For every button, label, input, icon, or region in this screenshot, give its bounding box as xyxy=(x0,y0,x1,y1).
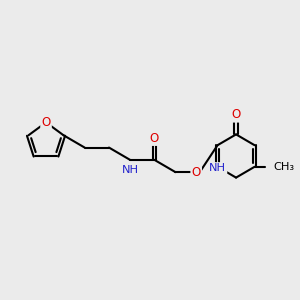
Text: O: O xyxy=(231,108,241,122)
Text: NH: NH xyxy=(209,163,226,173)
Text: O: O xyxy=(192,166,201,179)
Text: CH₃: CH₃ xyxy=(274,162,295,172)
Text: NH: NH xyxy=(122,165,139,175)
Text: O: O xyxy=(41,116,51,129)
Text: O: O xyxy=(150,132,159,145)
